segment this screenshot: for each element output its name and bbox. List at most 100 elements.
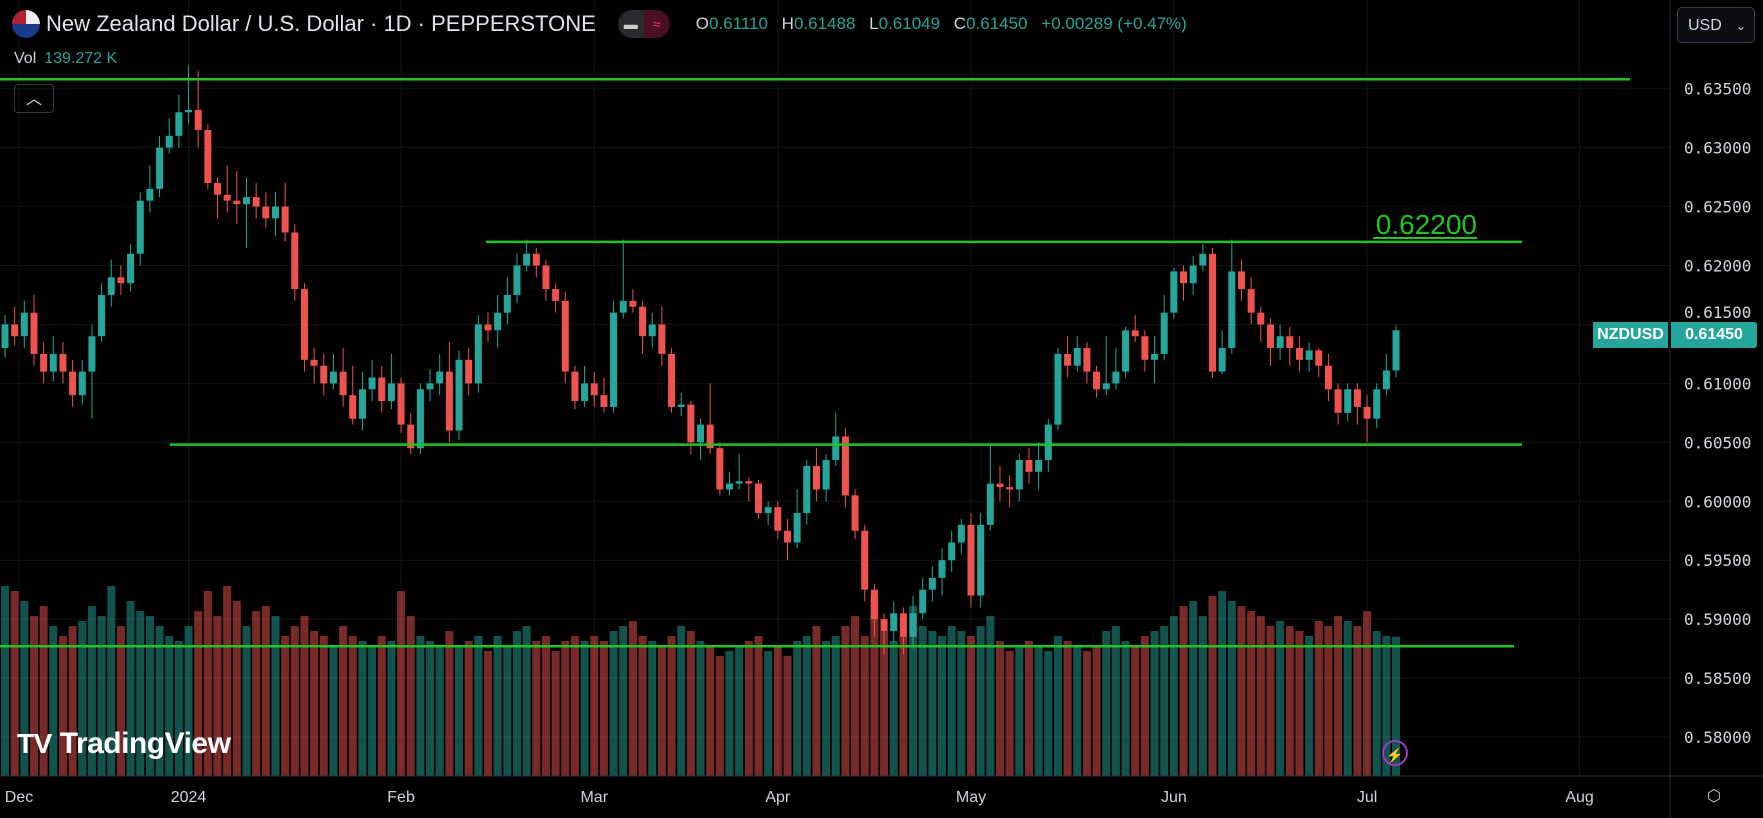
volume-bar [541,636,550,776]
volume-bar [1208,596,1217,776]
candle-body [223,194,231,201]
candle-body [194,109,202,130]
candle-body [948,542,956,561]
volume-bar [802,636,811,776]
lightning-icon[interactable]: ⚡ [1382,740,1408,766]
volume-bar [223,586,232,776]
candle-body [1266,324,1274,349]
price-axis[interactable]: 0.63500 0.63000 0.62500 0.62000 0.61500 0.610… [1684,80,1751,747]
candle-body [310,359,318,366]
volume-bar [706,646,715,776]
volume-bar [368,646,377,776]
volume-bar [194,611,203,776]
level-label[interactable]: 0.62200 [1376,209,1477,240]
volume-bar [947,626,956,776]
candle-body [378,377,386,402]
tradingview-logo[interactable]: TV TradingView [17,727,231,761]
price-tick-label: 0.62000 [1684,257,1751,276]
volume-bar [416,636,425,776]
volume-bar [1266,626,1275,776]
candle-body [793,513,801,543]
candle-body [1344,389,1352,413]
candle-body [1276,336,1284,349]
candle-body [938,560,946,578]
candle-body [1006,487,1014,490]
candle-body [117,277,125,284]
candle-body [1228,271,1236,349]
candle-body [1392,330,1400,371]
candle-body [329,371,337,384]
candle-body [40,353,48,372]
candle-body [1180,271,1188,284]
candle-body [1160,312,1168,354]
collapse-legend-button[interactable]: ︿ [14,84,54,113]
volume-bar [812,626,821,776]
candle-body [1025,459,1033,472]
candle-body [590,383,598,396]
time-tick-label: Aug [1565,789,1593,806]
candle-body [1141,336,1149,360]
volume-bar [39,606,48,776]
candle-body [619,300,627,313]
volume-bar [628,621,637,776]
candle-body [59,353,67,372]
close-label: C [953,14,967,33]
candle-body [1218,348,1226,372]
volume-bar [1372,631,1381,776]
volume-bar [638,636,647,776]
market-status-icon[interactable]: ▬ [617,10,644,38]
candle-body [677,404,685,407]
candle-body [1353,389,1361,407]
candle-body [600,395,608,407]
time-tick-label: 2024 [171,789,207,806]
candles [1,65,1400,655]
candle-body [870,589,878,620]
volume-bar [397,591,406,776]
volume-bar [1285,626,1294,776]
volume-bar [851,616,860,776]
candle-body [407,424,415,449]
volume-bar [474,636,483,776]
time-tick-label: Mar [580,789,608,806]
volume-bar [1295,631,1304,776]
volume-bar [445,631,454,776]
volume-bar [889,641,898,776]
price-tick-label: 0.59500 [1684,551,1751,570]
currency-label: USD [1688,17,1722,34]
volume-bar [1353,626,1362,776]
volume-bar [155,626,164,776]
price-tick-label: 0.62500 [1684,198,1751,217]
candle-body [1363,406,1371,419]
candle-body [1257,312,1265,325]
horizontal-levels[interactable] [0,78,1630,648]
volume-bar [551,651,560,776]
volume-bar [831,636,840,776]
candle-body [726,483,733,490]
delayed-data-icon[interactable]: ≈ [643,10,670,38]
volume-bar [1198,616,1207,776]
currency-button[interactable]: USD ⌄ [1677,7,1755,43]
symbol-title[interactable]: New Zealand Dollar / U.S. Dollar · 1D · … [46,11,596,36]
settings-icon[interactable]: ⬡ [1707,788,1721,805]
time-axis[interactable]: Dec 2024 Feb Mar Apr May Jun Jul Aug [5,789,1594,806]
volume-bar [213,616,222,776]
candle-body [455,359,463,431]
candle-body [552,289,560,301]
volume-bar [1092,646,1101,776]
volume-bar [1256,616,1265,776]
status-pill[interactable]: ▬ ≈ [617,10,670,38]
volume-bar [1247,611,1256,776]
candle-body [262,206,270,219]
volume-bar [773,646,782,776]
volume-label: Vol [14,50,37,67]
time-tick-label: May [956,789,986,806]
candle-body [1170,271,1178,313]
volume-bar [1015,646,1024,776]
volume-bar [918,626,927,776]
candle-body [465,359,473,384]
volume-bar [126,601,135,776]
volume-bar [10,591,19,776]
candle-body [1286,336,1294,349]
volume-bar [300,616,309,776]
